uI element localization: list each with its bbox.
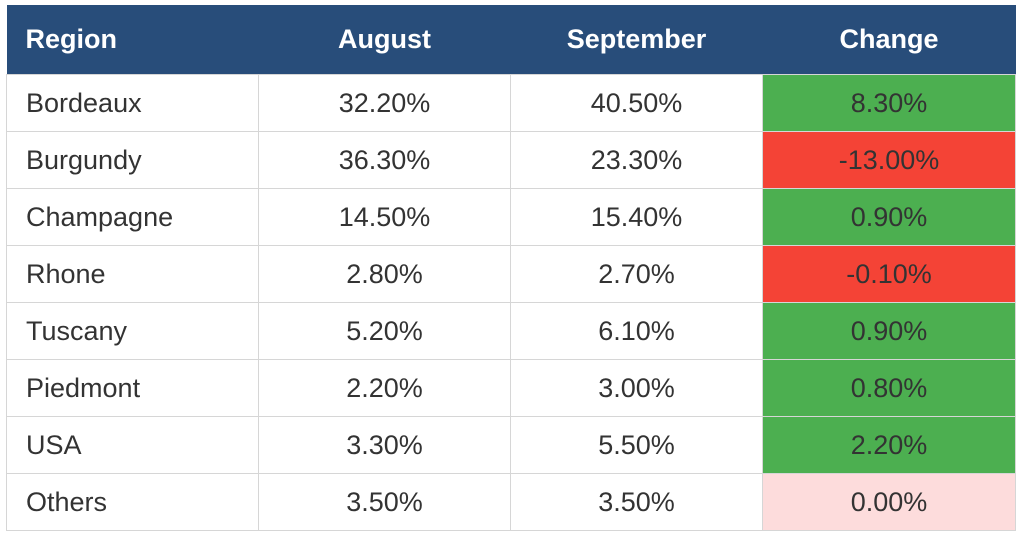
region-cell: Rhone [6, 245, 259, 303]
august-cell: 3.30% [258, 416, 511, 474]
header-change: Change [762, 5, 1016, 75]
table-row: Champagne 14.50% 15.40% 0.90% [6, 188, 1016, 246]
table-row: Burgundy 36.30% 23.30% -13.00% [6, 131, 1016, 189]
table-body: Bordeaux 32.20% 40.50% 8.30% Burgundy 36… [6, 74, 1016, 531]
header-region: Region [6, 5, 259, 75]
region-cell: Champagne [6, 188, 259, 246]
september-cell: 2.70% [510, 245, 763, 303]
september-cell: 3.00% [510, 359, 763, 417]
region-cell: Bordeaux [6, 74, 259, 132]
header-row: Region August September Change [6, 5, 1016, 75]
table-row: Rhone 2.80% 2.70% -0.10% [6, 245, 1016, 303]
change-cell: 0.90% [762, 302, 1016, 360]
region-cell: USA [6, 416, 259, 474]
august-cell: 5.20% [258, 302, 511, 360]
august-cell: 2.80% [258, 245, 511, 303]
region-cell: Others [6, 473, 259, 531]
september-cell: 23.30% [510, 131, 763, 189]
august-cell: 14.50% [258, 188, 511, 246]
table-row: USA 3.30% 5.50% 2.20% [6, 416, 1016, 474]
header-september: September [510, 5, 763, 75]
august-cell: 32.20% [258, 74, 511, 132]
august-cell: 2.20% [258, 359, 511, 417]
change-cell: -0.10% [762, 245, 1016, 303]
september-cell: 6.10% [510, 302, 763, 360]
august-cell: 36.30% [258, 131, 511, 189]
table-row: Tuscany 5.20% 6.10% 0.90% [6, 302, 1016, 360]
region-change-table: Region August September Change Bordeaux … [6, 5, 1016, 531]
region-cell: Tuscany [6, 302, 259, 360]
table-row: Others 3.50% 3.50% 0.00% [6, 473, 1016, 531]
change-cell: 0.90% [762, 188, 1016, 246]
september-cell: 15.40% [510, 188, 763, 246]
table-header: Region August September Change [6, 5, 1016, 75]
change-cell: 2.20% [762, 416, 1016, 474]
change-cell: 8.30% [762, 74, 1016, 132]
september-cell: 3.50% [510, 473, 763, 531]
table-row: Piedmont 2.20% 3.00% 0.80% [6, 359, 1016, 417]
change-cell: -13.00% [762, 131, 1016, 189]
september-cell: 40.50% [510, 74, 763, 132]
region-cell: Burgundy [6, 131, 259, 189]
change-cell: 0.00% [762, 473, 1016, 531]
august-cell: 3.50% [258, 473, 511, 531]
region-cell: Piedmont [6, 359, 259, 417]
region-change-table-container: Region August September Change Bordeaux … [6, 5, 1016, 531]
table-row: Bordeaux 32.20% 40.50% 8.30% [6, 74, 1016, 132]
september-cell: 5.50% [510, 416, 763, 474]
change-cell: 0.80% [762, 359, 1016, 417]
header-august: August [258, 5, 511, 75]
